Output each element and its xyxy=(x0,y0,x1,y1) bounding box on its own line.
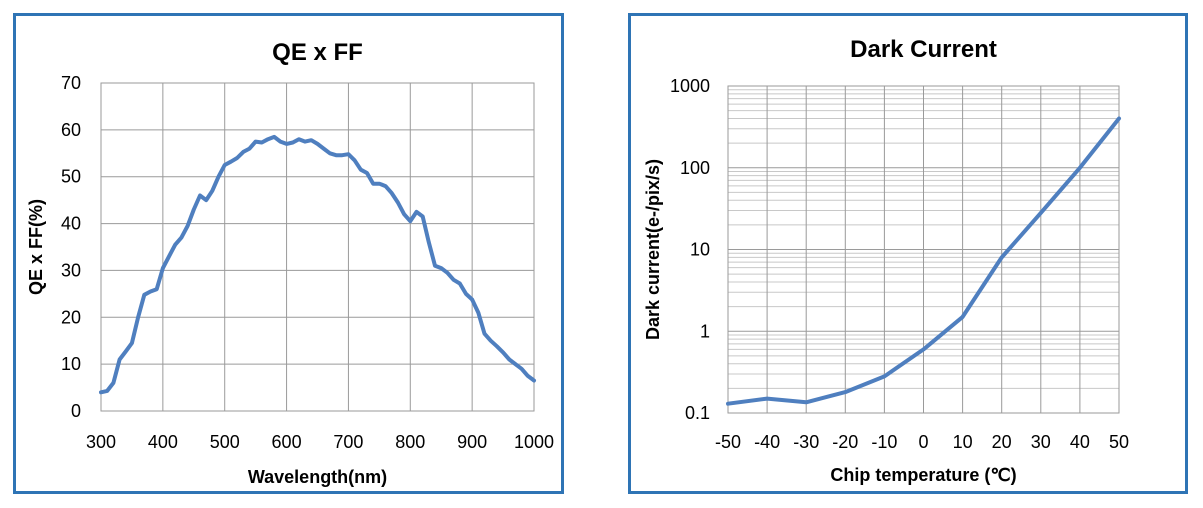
qe-chart: 300 400 500 600 700 800 900 1000 0 10 20 30 40 50 60 70… xyxy=(26,39,554,487)
x-tick-label: -40 xyxy=(754,432,780,452)
y-tick-label: 40 xyxy=(61,214,81,234)
x-tick-label: -10 xyxy=(871,432,897,452)
x-tick-label: 0 xyxy=(918,432,928,452)
y-tick-label: 20 xyxy=(61,307,81,327)
y-tick-label: 50 xyxy=(61,167,81,187)
x-axis-title: Chip temperature (℃) xyxy=(830,465,1016,485)
y-tick-label: 1 xyxy=(700,321,710,341)
x-tick-label: -30 xyxy=(793,432,819,452)
y-tick-label: 100 xyxy=(680,158,710,178)
chart-title: Dark Current xyxy=(850,36,997,63)
y-tick-label: 0.1 xyxy=(685,403,710,423)
x-tick-label: 700 xyxy=(333,432,363,452)
x-tick-label: 50 xyxy=(1109,432,1129,452)
dark-current-chart: -50 -40 -30 -20 -10 0 10 20 30 40 50 0.1 1 10 100 1000 D… xyxy=(643,36,1129,485)
y-tick-label: 30 xyxy=(61,260,81,280)
x-tick-label: 30 xyxy=(1031,432,1051,452)
x-tick-label: -50 xyxy=(715,432,741,452)
x-tick-label: 40 xyxy=(1070,432,1090,452)
x-tick-label: 800 xyxy=(395,432,425,452)
y-tick-label: 10 xyxy=(61,354,81,374)
qe-chart-panel: 300 400 500 600 700 800 900 1000 0 10 20 30 40 50 60 70… xyxy=(13,13,564,494)
x-tick-label: 1000 xyxy=(514,432,554,452)
y-axis-title: Dark current(e-/pix/s) xyxy=(643,159,663,340)
x-tick-label: 900 xyxy=(457,432,487,452)
x-tick-label: -20 xyxy=(832,432,858,452)
plot-frame xyxy=(100,82,535,412)
series-line xyxy=(99,134,536,395)
chart-title: QE x FF xyxy=(272,39,363,66)
x-axis-title: Wavelength(nm) xyxy=(248,467,387,487)
x-tick-label: 600 xyxy=(272,432,302,452)
x-tick-label: 20 xyxy=(992,432,1012,452)
plot-frame xyxy=(727,85,1120,414)
y-tick-label: 1000 xyxy=(670,76,710,96)
x-tick-label: 400 xyxy=(148,432,178,452)
x-tick-label: 10 xyxy=(953,432,973,452)
y-tick-label: 10 xyxy=(690,240,710,260)
y-tick-label: 0 xyxy=(71,401,81,421)
series-line xyxy=(726,116,1121,406)
dark-current-chart-panel: -50 -40 -30 -20 -10 0 10 20 30 40 50 0.1 1 10 100 1000 D… xyxy=(628,13,1188,494)
y-tick-label: 60 xyxy=(61,120,81,140)
x-tick-label: 300 xyxy=(86,432,116,452)
x-tick-label: 500 xyxy=(210,432,240,452)
y-tick-label: 70 xyxy=(61,73,81,93)
y-axis-title: QE x FF(%) xyxy=(26,199,46,295)
